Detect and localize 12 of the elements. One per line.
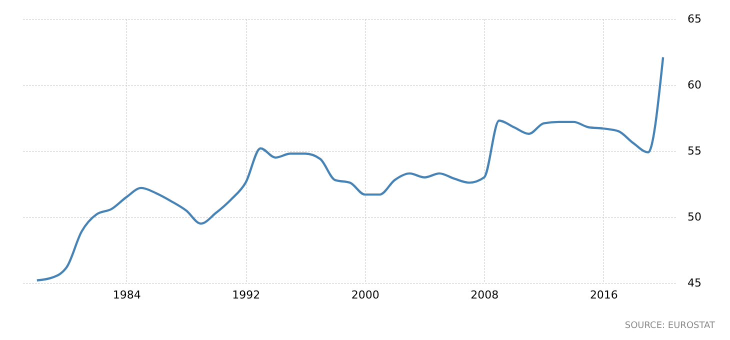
y-tick-label: 45 bbox=[688, 276, 702, 290]
y-tick-label: 50 bbox=[688, 210, 702, 224]
x-tick-label: 2016 bbox=[590, 288, 618, 302]
x-tick-label: 2008 bbox=[470, 288, 499, 302]
source-note: SOURCE: EUROSTAT bbox=[624, 321, 716, 331]
x-tick-label: 1984 bbox=[112, 288, 141, 302]
y-tick-label: 65 bbox=[688, 12, 702, 26]
x-tick-label: 2000 bbox=[351, 288, 380, 302]
y-tick-label: 60 bbox=[688, 78, 702, 92]
y-tick-label: 55 bbox=[688, 144, 702, 158]
x-tick-label: 1992 bbox=[232, 288, 260, 302]
line-series bbox=[36, 56, 664, 282]
